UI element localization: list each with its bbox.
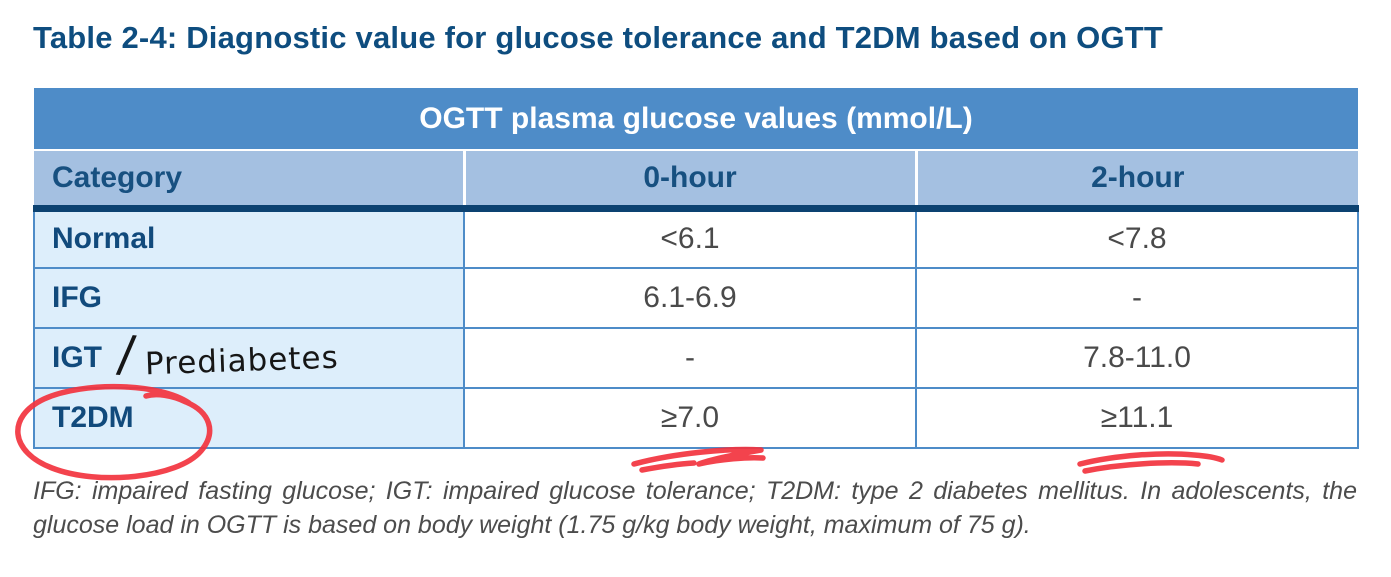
- cell-normal-2hour: <7.8: [914, 207, 1360, 269]
- igt-label: IGT: [52, 341, 102, 374]
- red-underline-2hour: [1077, 451, 1225, 474]
- span-header-row: OGTT plasma glucose values (mmol/L): [34, 88, 1359, 150]
- table-row-ifg: IFG 6.1-6.9 -: [33, 267, 1360, 329]
- cell-category-normal: Normal: [33, 207, 465, 269]
- column-header-category: Category: [34, 149, 464, 208]
- cell-igt-0hour: -: [463, 327, 917, 389]
- table-footnote: IFG: impaired fasting glucose; IGT: impa…: [33, 477, 1357, 539]
- column-header-row: Category 0-hour 2-hour: [34, 149, 1359, 208]
- cell-ifg-0hour: 6.1-6.9: [463, 267, 917, 329]
- column-header-2hour: 2-hour: [914, 149, 1359, 208]
- cell-t2dm-2hour: ≥11.1: [914, 387, 1360, 449]
- table-row-normal: Normal <6.1 <7.8: [33, 207, 1360, 269]
- column-header-0hour: 0-hour: [462, 149, 916, 208]
- igt-cell-content: IGT / Prediabetes: [52, 324, 463, 384]
- cell-normal-0hour: <6.1: [463, 207, 917, 269]
- cell-ifg-2hour: -: [914, 267, 1360, 329]
- cell-category-igt: IGT / Prediabetes: [33, 324, 465, 389]
- handwritten-prediabetes: Prediabetes: [144, 339, 340, 382]
- cell-category-t2dm: T2DM: [33, 387, 465, 449]
- table-row-t2dm: T2DM ≥7.0 ≥11.1: [33, 387, 1360, 449]
- ogtt-table: OGTT plasma glucose values (mmol/L) Cate…: [33, 88, 1360, 449]
- cell-igt-2hour: 7.8-11.0: [914, 327, 1360, 389]
- span-header-cell: OGTT plasma glucose values (mmol/L): [34, 88, 1359, 150]
- table-row-igt: IGT / Prediabetes - 7.8-11.0: [33, 324, 1360, 389]
- red-underline-0hour: [631, 446, 766, 473]
- cell-category-ifg: IFG: [33, 267, 465, 329]
- handwritten-slash: /: [115, 324, 138, 384]
- table-title: Table 2-4: Diagnostic value for glucose …: [33, 20, 1164, 55]
- cell-t2dm-0hour: ≥7.0: [463, 387, 917, 449]
